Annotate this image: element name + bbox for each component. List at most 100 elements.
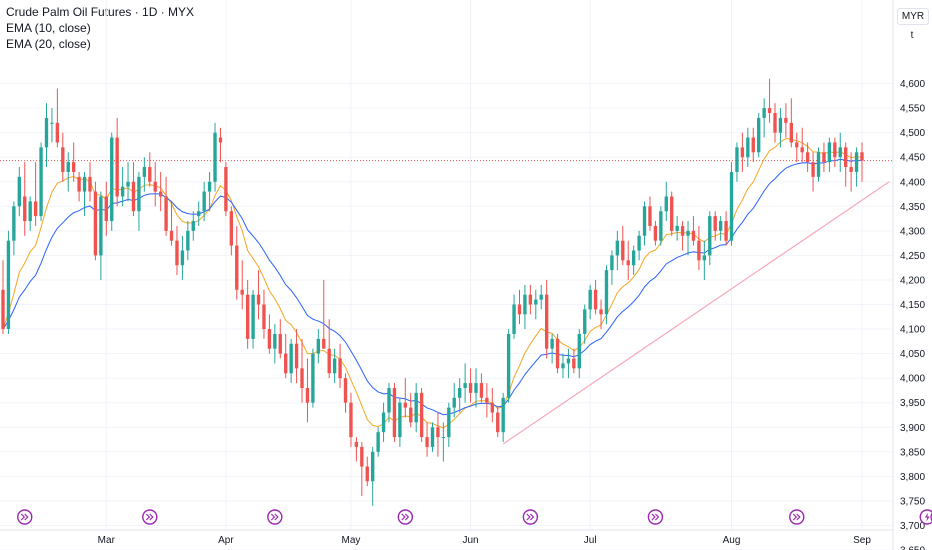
candle-body[interactable] bbox=[566, 358, 571, 364]
candle-body[interactable] bbox=[691, 230, 696, 241]
candle-body[interactable] bbox=[305, 387, 310, 403]
trendline[interactable] bbox=[502, 181, 890, 445]
candle-body[interactable] bbox=[452, 397, 456, 408]
candle-body[interactable] bbox=[360, 446, 364, 467]
candle-body[interactable] bbox=[506, 333, 511, 398]
candle-body[interactable] bbox=[534, 299, 538, 305]
candle-body[interactable] bbox=[110, 137, 114, 222]
candle-body[interactable] bbox=[528, 294, 533, 305]
candle-body[interactable] bbox=[186, 230, 190, 251]
candle-body[interactable] bbox=[670, 196, 674, 231]
candle-body[interactable] bbox=[713, 216, 717, 231]
candle-body[interactable] bbox=[55, 122, 60, 143]
candle-body[interactable] bbox=[278, 333, 282, 354]
candle-body[interactable] bbox=[436, 427, 440, 438]
unit-label[interactable]: t bbox=[910, 30, 914, 41]
candle-body[interactable] bbox=[82, 176, 87, 192]
candle-body[interactable] bbox=[577, 333, 581, 369]
candle-body[interactable] bbox=[849, 167, 853, 172]
candle-body[interactable] bbox=[648, 206, 652, 226]
candle-body[interactable] bbox=[805, 152, 810, 163]
candle-body[interactable] bbox=[387, 387, 391, 413]
candle-body[interactable] bbox=[61, 147, 65, 172]
candle-body[interactable] bbox=[523, 294, 527, 315]
candle-body[interactable] bbox=[6, 240, 11, 330]
candle-body[interactable] bbox=[50, 122, 54, 124]
candle-body[interactable] bbox=[778, 117, 783, 133]
candle-body[interactable] bbox=[142, 167, 147, 177]
candle-body[interactable] bbox=[343, 378, 348, 403]
candle-body[interactable] bbox=[811, 162, 815, 177]
candle-body[interactable] bbox=[88, 176, 92, 192]
candle-body[interactable] bbox=[398, 402, 402, 438]
candle-body[interactable] bbox=[93, 191, 98, 256]
candle-body[interactable] bbox=[637, 235, 641, 251]
candle-body[interactable] bbox=[729, 171, 734, 241]
candle-body[interactable] bbox=[425, 437, 429, 447]
candle-body[interactable] bbox=[365, 466, 369, 482]
candle-body[interactable] bbox=[175, 240, 179, 266]
candle-body[interactable] bbox=[349, 402, 353, 438]
candle-body[interactable] bbox=[664, 196, 668, 212]
currency-label[interactable]: MYR bbox=[897, 8, 929, 25]
candle-body[interactable] bbox=[740, 147, 745, 158]
candle-body[interactable] bbox=[496, 412, 500, 433]
candle-body[interactable] bbox=[724, 221, 728, 241]
candle-body[interactable] bbox=[218, 137, 223, 143]
candle-body[interactable] bbox=[322, 338, 326, 349]
candle-body[interactable] bbox=[289, 343, 293, 374]
candle-body[interactable] bbox=[479, 383, 484, 398]
candle-body[interactable] bbox=[235, 245, 239, 290]
candle-body[interactable] bbox=[675, 225, 679, 231]
candle-body[interactable] bbox=[327, 348, 331, 374]
candle-body[interactable] bbox=[104, 196, 108, 222]
candle-body[interactable] bbox=[653, 225, 658, 241]
candle-body[interactable] bbox=[441, 437, 446, 439]
candle-body[interactable] bbox=[773, 113, 777, 133]
candle-body[interactable] bbox=[240, 289, 244, 295]
candle-body[interactable] bbox=[316, 338, 321, 354]
candle-body[interactable] bbox=[197, 211, 201, 217]
candle-body[interactable] bbox=[180, 250, 185, 266]
candle-body[interactable] bbox=[66, 162, 70, 172]
candle-body[interactable] bbox=[164, 196, 168, 231]
candle-body[interactable] bbox=[588, 289, 592, 310]
candle-body[interactable] bbox=[256, 294, 261, 305]
candle-body[interactable] bbox=[844, 147, 848, 168]
candle-body[interactable] bbox=[789, 122, 794, 143]
candle-body[interactable] bbox=[153, 181, 157, 192]
candle-body[interactable] bbox=[517, 304, 522, 315]
indicator-ema10-label[interactable]: EMA (10, close) bbox=[6, 21, 91, 35]
candle-body[interactable] bbox=[71, 162, 76, 172]
candle-body[interactable] bbox=[751, 137, 755, 153]
candle-body[interactable] bbox=[354, 441, 359, 447]
candle-body[interactable] bbox=[539, 294, 543, 300]
candle-body[interactable] bbox=[300, 368, 304, 388]
candle-body[interactable] bbox=[447, 407, 451, 438]
candle-body[interactable] bbox=[490, 402, 494, 413]
candle-body[interactable] bbox=[762, 108, 766, 118]
candle-body[interactable] bbox=[854, 152, 859, 172]
candle-body[interactable] bbox=[148, 167, 152, 182]
candle-body[interactable] bbox=[680, 225, 685, 236]
candle-body[interactable] bbox=[311, 353, 315, 403]
candle-body[interactable] bbox=[702, 255, 707, 261]
candle-body[interactable] bbox=[381, 412, 386, 433]
candle-body[interactable] bbox=[457, 387, 462, 398]
candle-body[interactable] bbox=[23, 196, 27, 222]
candle-body[interactable] bbox=[332, 358, 337, 374]
candle-body[interactable] bbox=[708, 216, 712, 256]
candle-body[interactable] bbox=[561, 363, 565, 369]
candle-body[interactable] bbox=[838, 147, 842, 158]
candle-body[interactable] bbox=[419, 392, 424, 438]
candle-body[interactable] bbox=[245, 294, 250, 339]
candle-body[interactable] bbox=[284, 353, 288, 374]
candle-body[interactable] bbox=[213, 132, 217, 182]
candle-body[interactable] bbox=[593, 289, 598, 310]
candle-body[interactable] bbox=[376, 432, 380, 452]
candle-body[interactable] bbox=[1, 289, 5, 330]
candle-body[interactable] bbox=[555, 338, 560, 369]
candle-body[interactable] bbox=[631, 250, 636, 266]
candle-body[interactable] bbox=[12, 206, 16, 241]
